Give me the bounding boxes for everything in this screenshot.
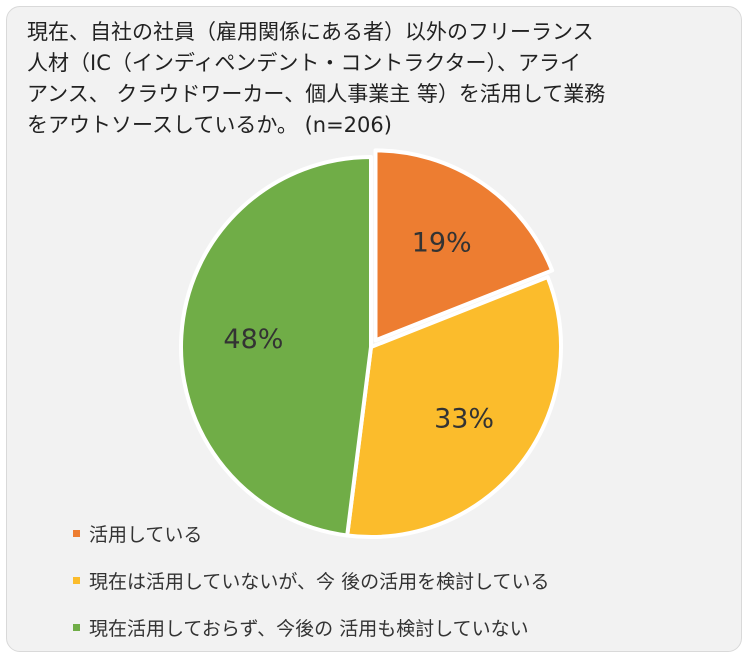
legend-swatch-considering	[73, 576, 80, 584]
legend-item-not-considering: 現在活用しておらず、今後の 活用も検討していない	[73, 613, 550, 641]
chart-card: 現在、自社の社員（雇用関係にある者）以外のフリーランス 人材（IC（インディペン…	[6, 6, 742, 652]
pie-chart: 19% 33% 48%	[179, 148, 563, 539]
legend-item-considering: 現在は活用していないが、今 後の活用を検討している	[73, 566, 550, 594]
chart-title-line-3: アンス、 クラウドワーカー、個人事業主 等）を活用して業務	[27, 82, 606, 106]
legend-swatch-not-considering	[73, 623, 80, 631]
legend-label-using: 活用している	[89, 523, 203, 546]
chart-title-line-2: 人材（IC（インディペンデント・コントラクター）、アライ	[27, 51, 582, 75]
pie-slice-using	[373, 148, 555, 343]
chart-title-line-1: 現在、自社の社員（雇用関係にある者）以外のフリーランス	[27, 20, 594, 44]
chart-title: 現在、自社の社員（雇用関係にある者）以外のフリーランス 人材（IC（インディペン…	[27, 17, 727, 141]
slice-label-using: 19%	[412, 227, 472, 258]
legend-swatch-using	[73, 529, 80, 537]
legend-item-using: 活用している	[73, 519, 550, 547]
chart-legend: 活用している 現在は活用していないが、今 後の活用を検討している 現在活用してお…	[73, 519, 550, 651]
legend-label-not-considering: 現在活用しておらず、今後の 活用も検討していない	[89, 617, 529, 640]
slice-label-not-considering: 48%	[223, 324, 283, 355]
pie-slice-considering	[345, 275, 563, 539]
legend-label-considering: 現在は活用していないが、今 後の活用を検討している	[89, 570, 550, 593]
slice-label-considering: 33%	[434, 404, 494, 435]
chart-title-line-4: をアウトソースしているか。 (n=206)	[27, 113, 392, 137]
pie-slice-not-considering	[179, 155, 373, 538]
